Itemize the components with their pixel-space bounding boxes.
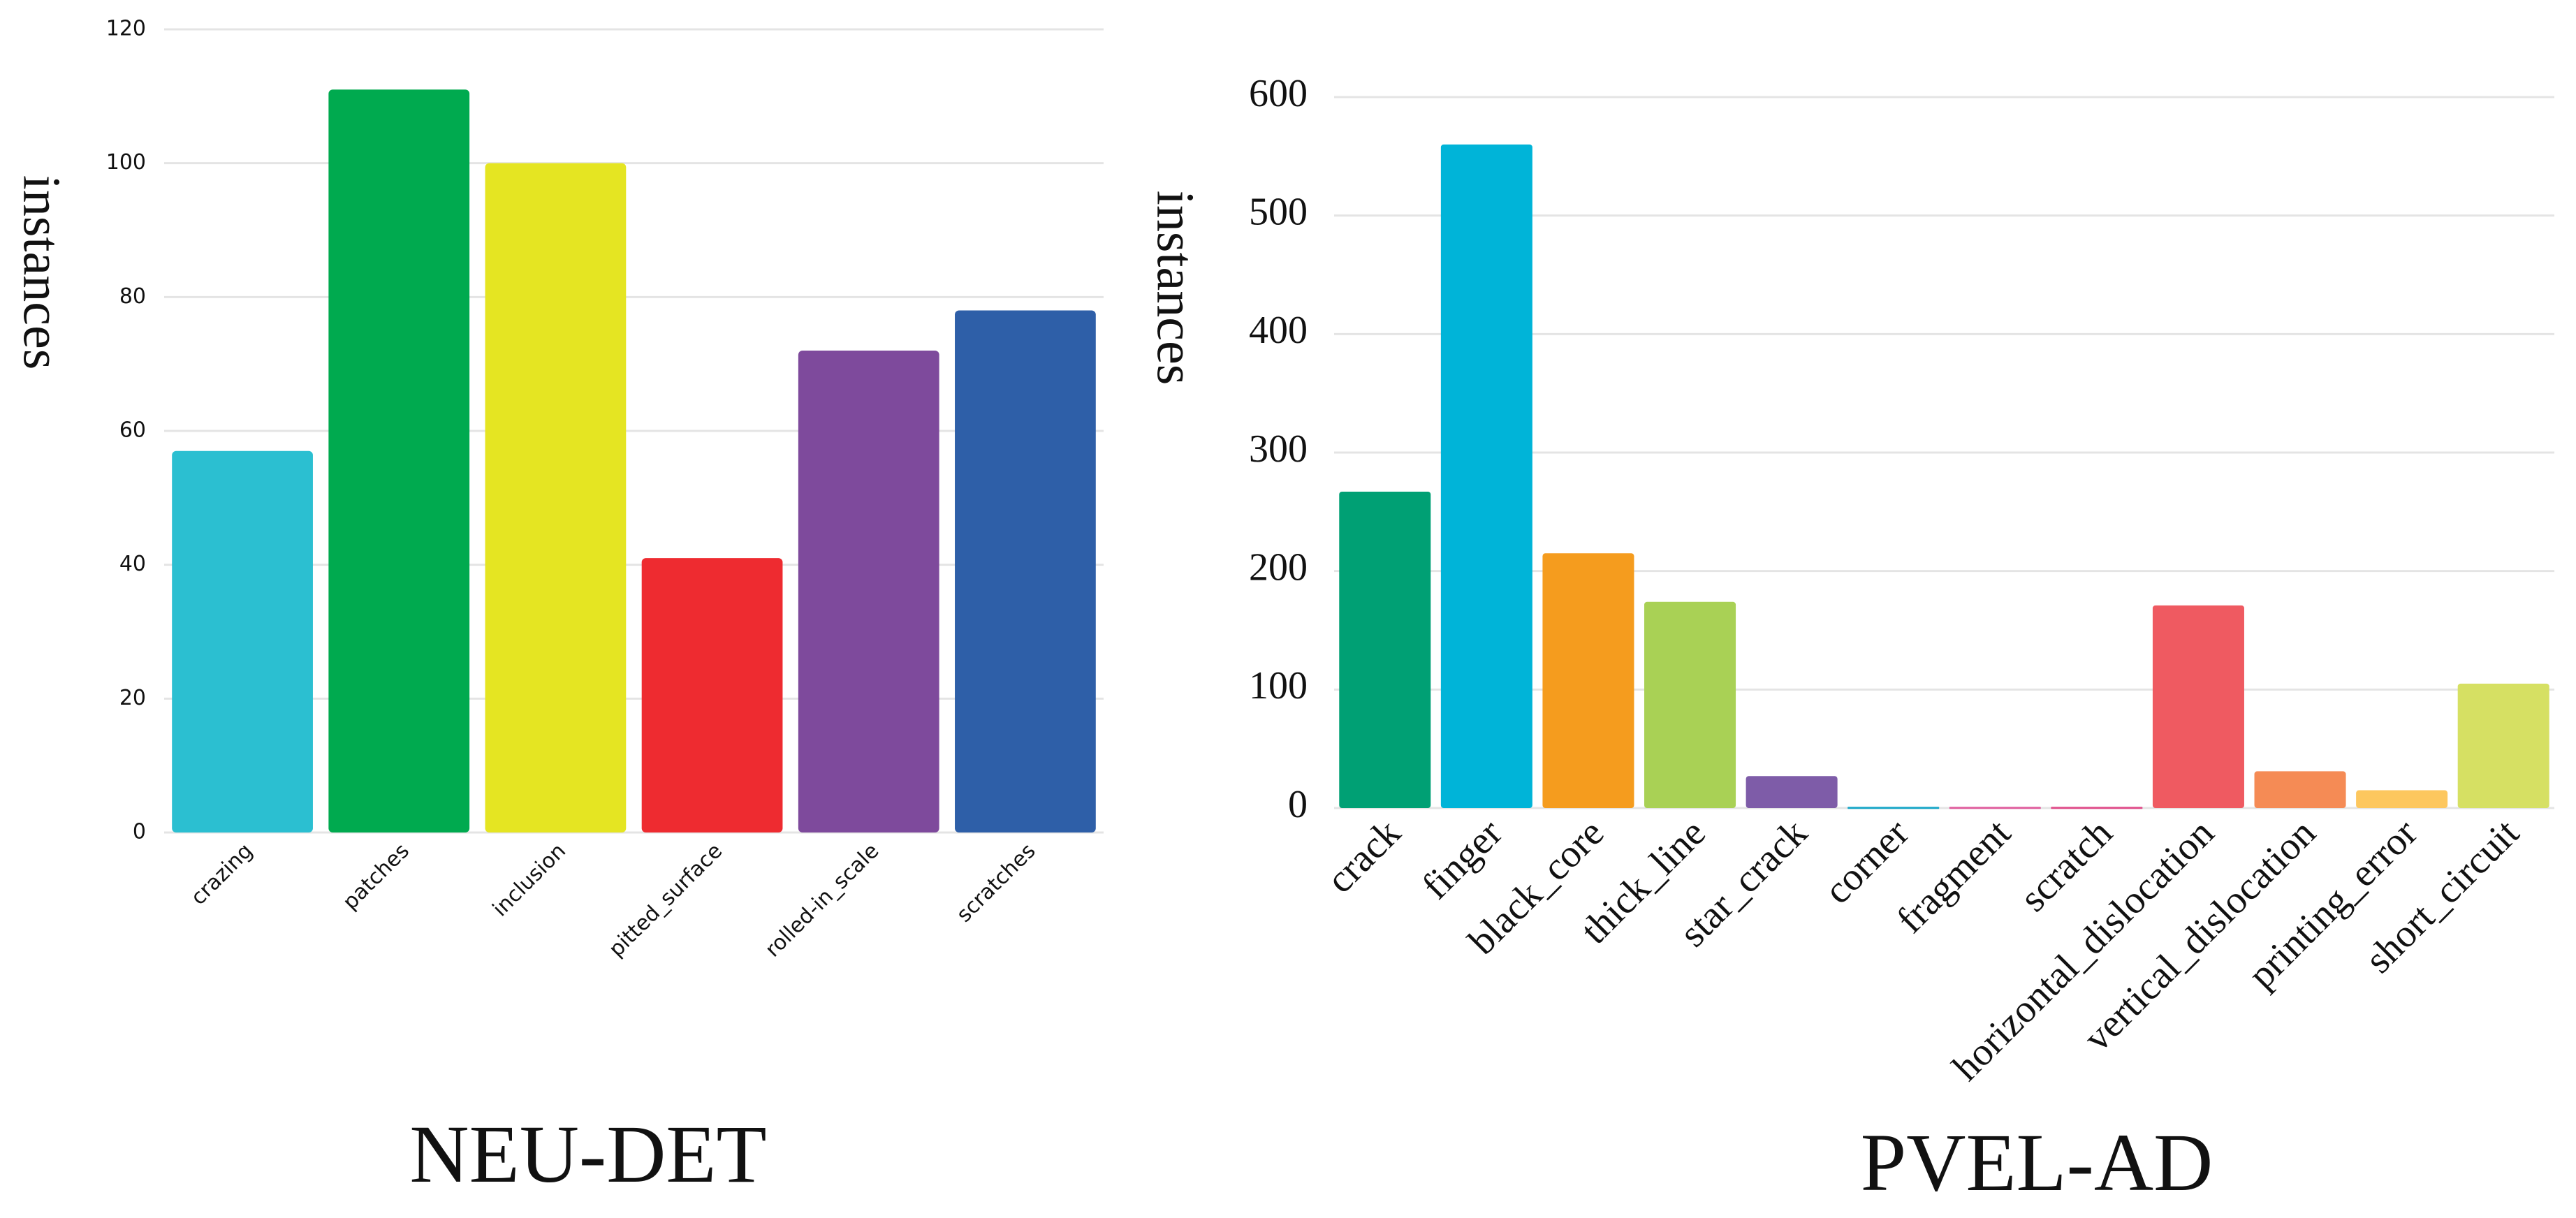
bar bbox=[1644, 601, 1736, 808]
x-tick-label: inclusion bbox=[488, 839, 571, 921]
y-axis-label: instances bbox=[13, 175, 71, 370]
bar bbox=[2152, 605, 2244, 808]
y-tick-label: 500 bbox=[1249, 191, 1308, 234]
y-tick-label: 200 bbox=[1249, 546, 1308, 589]
bar bbox=[1847, 807, 1940, 809]
chart-title: NEU-DET bbox=[409, 1108, 766, 1200]
y-tick-label: 80 bbox=[119, 284, 146, 309]
bar bbox=[955, 310, 1096, 832]
x-tick-label: fragment bbox=[1889, 811, 2019, 941]
y-tick-label: 100 bbox=[1249, 664, 1308, 707]
bar bbox=[1339, 491, 1431, 808]
bar bbox=[2457, 683, 2549, 808]
bar bbox=[2356, 790, 2448, 808]
y-tick-label: 300 bbox=[1249, 427, 1308, 471]
bar bbox=[328, 89, 470, 832]
y-tick-label: 20 bbox=[119, 686, 146, 710]
y-tick-label: 600 bbox=[1249, 72, 1308, 115]
bar bbox=[1440, 144, 1532, 808]
y-axis-label: instances bbox=[1146, 191, 1205, 386]
bar bbox=[2254, 771, 2346, 808]
bar bbox=[798, 351, 939, 832]
y-tick-label: 100 bbox=[106, 150, 146, 175]
y-tick-label: 0 bbox=[133, 820, 146, 844]
y-tick-label: 0 bbox=[1288, 783, 1308, 826]
bar bbox=[1542, 553, 1634, 808]
bar bbox=[172, 450, 313, 832]
chart-title: PVEL-AD bbox=[1861, 1117, 2213, 1208]
x-tick-label: pitted_surface bbox=[604, 839, 727, 962]
y-tick-label: 60 bbox=[119, 418, 146, 443]
bar bbox=[485, 163, 627, 832]
bar bbox=[1949, 807, 2041, 809]
y-tick-label: 120 bbox=[106, 17, 146, 41]
x-tick-label: scratches bbox=[952, 839, 1041, 927]
y-tick-label: 400 bbox=[1249, 309, 1308, 352]
x-tick-label: crack bbox=[1319, 811, 1410, 902]
bar bbox=[2051, 807, 2143, 809]
x-tick-label: rolled-in_scale bbox=[761, 839, 884, 962]
x-tick-label: patches bbox=[338, 839, 414, 915]
bar bbox=[641, 558, 783, 832]
bar bbox=[1746, 776, 1838, 808]
x-tick-label: crazing bbox=[186, 839, 258, 910]
y-tick-label: 40 bbox=[119, 552, 146, 576]
x-tick-label: finger bbox=[1414, 811, 1511, 908]
